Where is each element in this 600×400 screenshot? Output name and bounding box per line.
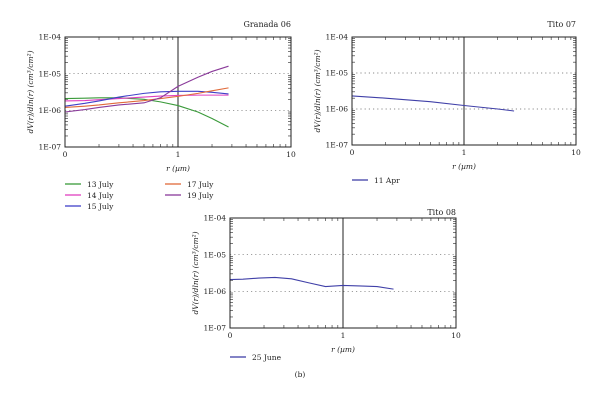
x-tick-label: 0	[228, 331, 233, 340]
y-tick-label: 1E-05	[204, 250, 227, 259]
panel-tito-08: 1E-07 1E-06 1E-05 1E-04 0 1 10 r (µm) dV(r)/dln(…	[191, 208, 461, 362]
series-line-17-july	[64, 87, 229, 108]
y-tick-label: 1E-07	[326, 141, 349, 150]
series-line-19-july	[64, 65, 229, 113]
y-axis-label: dV(r)/dln(r) (cm³/cm²)	[26, 50, 35, 133]
x-tick-label: 0	[63, 150, 68, 159]
x-tick-label: 1	[462, 148, 467, 157]
plot-frame	[64, 36, 292, 148]
y-tick-label: 1E-06	[39, 106, 62, 115]
series-line-14-july	[64, 94, 229, 102]
panel-granada-06: 1E-07 1E-06 1E-05 1E-04 0 1 10 r (µm) dV(r)/dln(…	[26, 20, 296, 211]
panel-title: Tito 08	[427, 208, 456, 217]
x-axis-label: r (µm)	[166, 164, 190, 173]
y-tick-label: 1E-07	[204, 324, 227, 333]
x-tick-label: 10	[571, 148, 581, 157]
series-line-15-july	[64, 90, 229, 107]
x-tick-label: 10	[451, 331, 461, 340]
y-axis-label: dV(r)/dln(r) (cm³/cm²)	[313, 49, 322, 132]
x-tick-label: 1	[176, 150, 181, 159]
figure-caption: (b)	[295, 370, 306, 379]
legend-label: 14 July	[87, 191, 114, 200]
y-tick-label: 1E-06	[326, 105, 349, 114]
series-line-11-apr	[351, 95, 515, 112]
panel-title: Granada 06	[243, 20, 291, 29]
y-axis-label: dV(r)/dln(r) (cm³/cm²)	[191, 231, 200, 314]
panel-tito-07: 1E-07 1E-06 1E-05 1E-04 0 1 10 r (µm) dV(r)/dln(…	[313, 20, 581, 185]
legend-label: 11 Apr	[374, 176, 400, 185]
series-line-25-june	[229, 276, 394, 290]
x-tick-label: 1	[341, 331, 346, 340]
y-tick-label: 1E-07	[39, 143, 62, 152]
y-tick-label: 1E-05	[39, 69, 62, 78]
x-tick-label: 10	[286, 150, 296, 159]
panel-title: Tito 07	[547, 20, 576, 29]
plot-frame	[351, 36, 577, 146]
y-tick-label: 1E-06	[204, 287, 227, 296]
y-tick-label: 1E-04	[39, 33, 62, 42]
y-tick-label: 1E-04	[204, 214, 227, 223]
legend-label: 19 July	[187, 191, 214, 200]
legend-label: 13 July	[87, 180, 114, 189]
legend-label: 15 July	[87, 202, 114, 211]
plot-frame	[229, 217, 457, 329]
x-axis-label: r (µm)	[331, 345, 355, 354]
y-tick-label: 1E-04	[326, 33, 349, 42]
y-tick-label: 1E-05	[326, 69, 349, 78]
x-tick-label: 0	[350, 148, 355, 157]
legend-label: 25 June	[252, 353, 282, 362]
x-axis-label: r (µm)	[452, 162, 476, 171]
legend-label: 17 July	[187, 180, 214, 189]
